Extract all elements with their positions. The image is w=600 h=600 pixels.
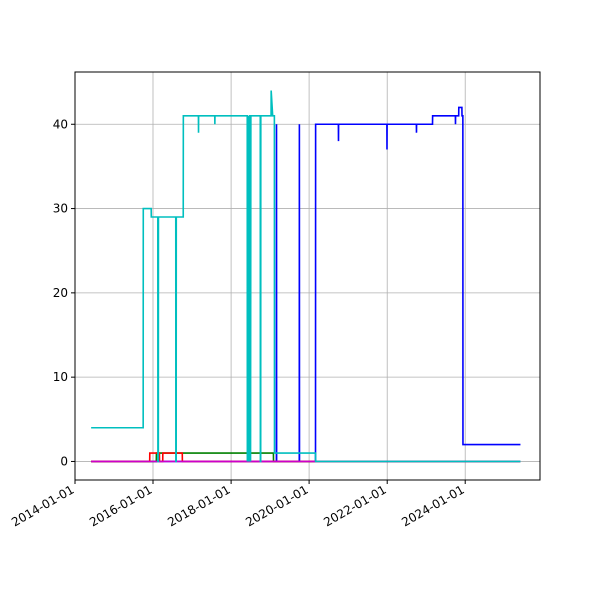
y-axis: 0 10 20 30 40 — [53, 117, 75, 468]
series-line-1 — [91, 106, 521, 463]
y-tick-label: 20 — [53, 286, 68, 300]
y-tick-label: 0 — [60, 454, 68, 468]
y-tick-label: 30 — [53, 202, 68, 216]
y-tick-label: 10 — [53, 370, 68, 384]
plot-frame — [74, 71, 541, 481]
series-line-5 — [91, 90, 521, 463]
series-group — [91, 90, 521, 463]
y-tick-label: 40 — [53, 117, 68, 131]
